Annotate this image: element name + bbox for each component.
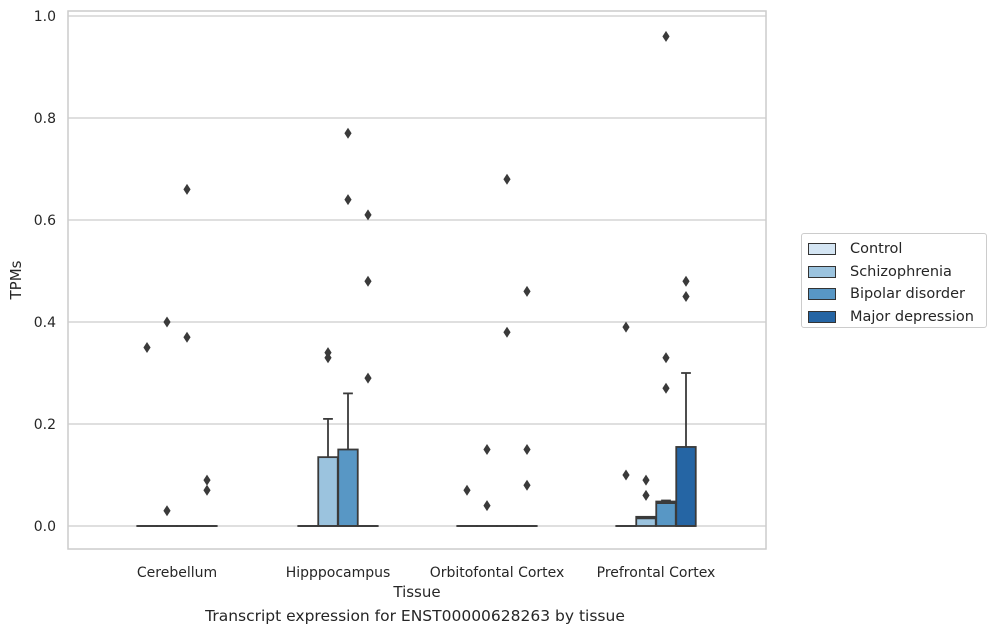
outlier-point [163,316,171,328]
outlier-point [662,30,670,42]
legend-item: Bipolar disorder [808,283,986,306]
outlier-point [364,275,372,287]
outlier-point [503,326,511,338]
outlier-point [523,285,531,297]
outlier-point [642,474,650,486]
legend-swatch [808,243,836,256]
outlier-point [203,474,211,486]
y-tick-label: 0.4 [34,315,56,331]
outlier-point [523,444,531,455]
outlier-point [682,291,690,302]
outlier-point [523,479,531,491]
legend-label: Control [850,241,903,258]
outlier-point [622,469,630,481]
outlier-point [682,275,690,287]
box-body [655,500,677,527]
outlier-point [183,183,191,195]
outlier-point [662,382,670,394]
outlier-point [642,489,650,501]
outlier-point [364,209,372,221]
x-tick-label: Prefrontal Cortex [597,565,716,581]
y-tick-label: 0.6 [34,213,56,229]
legend-item: Schizophrenia [808,261,986,284]
outlier-point [503,173,511,185]
outlier-point [483,444,491,455]
outlier-point [143,342,151,353]
y-tick-label: 0.2 [34,417,56,433]
outlier-point [463,484,471,496]
plot-area-frame [67,10,767,550]
figure-caption: Transcript expression for ENST0000062826… [205,607,625,625]
legend: Control Schizophrenia Bipolar disorder Majo… [801,233,987,328]
legend-label: Schizophrenia [850,263,952,280]
box-body [675,446,697,527]
outlier-point [203,484,211,496]
tick-labels: 0.0 0.2 0.4 0.6 0.8 1.0 Cerebellum Hipppocampus… [34,9,716,581]
box-body [337,448,359,527]
x-tick-label: Cerebellum [137,565,217,581]
legend-item: Major depression [808,306,986,329]
legend-label: Major depression [850,308,974,325]
x-tick-label: Orbitofontal Cortex [430,565,565,581]
box-body [317,456,339,527]
legend-item: Control [808,238,986,261]
outlier-point [622,321,630,333]
legend-swatch [808,288,836,301]
outlier-point [364,372,372,384]
chart-marks [136,30,697,527]
x-axis-label: Tissue [392,583,440,601]
outlier-point [483,500,491,512]
legend-swatch [808,310,836,323]
gridlines [68,15,766,527]
y-tick-label: 0.8 [34,111,56,127]
outlier-point [344,194,352,206]
outlier-point [163,505,171,517]
legend-label: Bipolar disorder [850,286,965,303]
y-axis-label: TPMs [7,260,25,300]
x-tick-label: Hipppocampus [286,565,391,581]
outlier-point [324,352,332,364]
legend-swatch [808,265,836,278]
y-tick-label: 1.0 [34,9,56,25]
outlier-point [183,331,191,343]
y-tick-label: 0.0 [34,519,56,535]
outlier-point [662,352,670,364]
outlier-point [344,127,352,139]
